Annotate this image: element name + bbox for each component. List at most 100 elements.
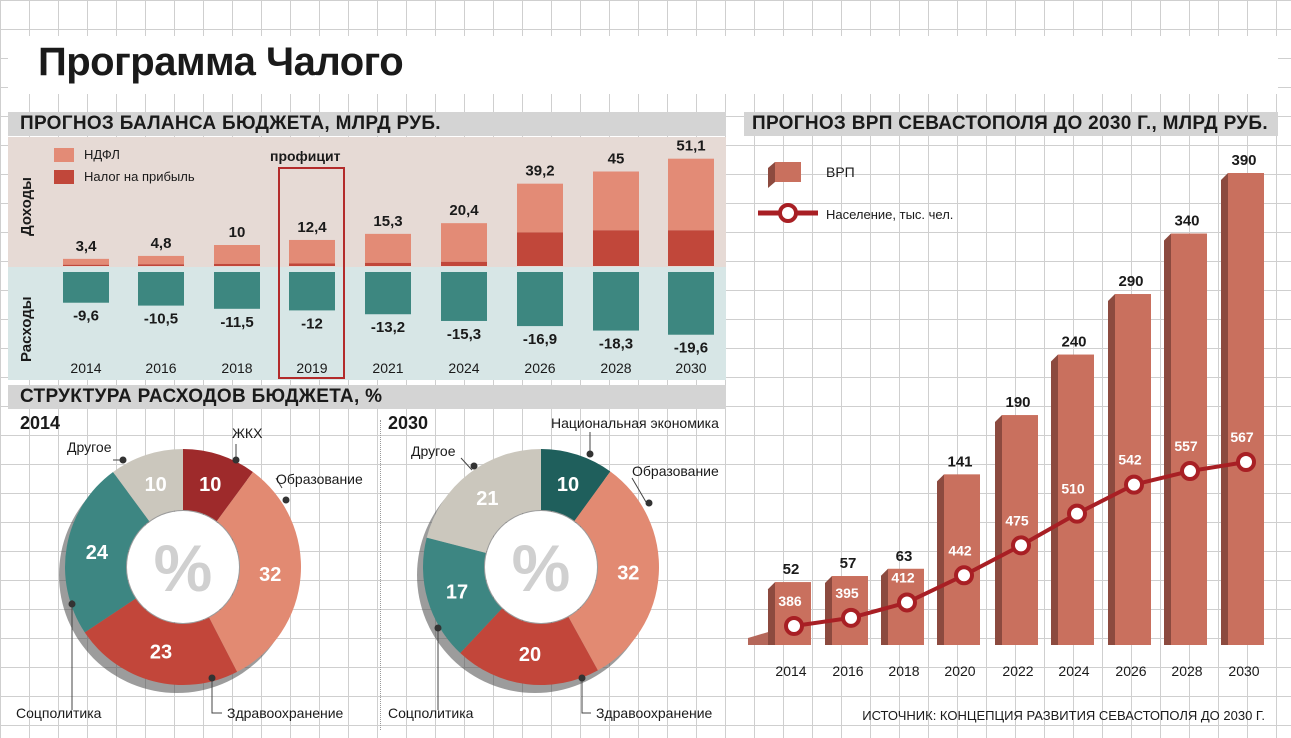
expense-value-label-2024: -15,3	[447, 326, 481, 343]
pie-value-label-2030-0: 10	[557, 474, 579, 496]
surplus-label: профицит	[270, 148, 341, 164]
income-value-label-2019: 12,4	[297, 219, 327, 236]
pie-callout-dot-3	[68, 600, 76, 608]
year-tick-label-2016: 2016	[145, 360, 176, 376]
expense-value-label-2028: -18,3	[599, 336, 633, 353]
pie-callout-dot-2	[282, 496, 290, 504]
grp-year-label-2022: 2022	[1002, 663, 1033, 679]
population-value-label-2022: 475	[1005, 512, 1029, 528]
year-tick-label-2018: 2018	[221, 360, 252, 376]
pie-value-label-2014-2: 23	[150, 642, 172, 664]
grp-year-label-2026: 2026	[1115, 663, 1146, 679]
year-tick-label-2030: 2030	[675, 360, 706, 376]
grp-value-label-2026: 290	[1118, 273, 1143, 290]
pie-callout-label-6: Национальная экономика	[551, 415, 719, 431]
page-title: Программа Чалого	[38, 40, 404, 84]
legend-ndfl-label: НДФЛ	[84, 147, 120, 162]
legend-ndfl: НДФЛ	[54, 147, 120, 162]
grp-bar-side-2022	[995, 415, 1002, 645]
grp-section-bar	[744, 112, 1278, 136]
income-value-label-2028: 45	[608, 151, 625, 168]
grp-legend-marker	[778, 203, 798, 223]
grp-bar-side-2024	[1051, 354, 1058, 645]
population-value-label-2026: 542	[1118, 452, 1142, 468]
pie-slice-2014-0	[183, 449, 253, 522]
structure-section-title: СТРУКТУРА РАСХОДОВ БЮДЖЕТА, %	[20, 386, 383, 407]
income-value-label-2016: 4,8	[151, 235, 172, 252]
grp-bar-side-2026	[1108, 294, 1115, 645]
source-note: ИСТОЧНИК: КОНЦЕПЦИЯ РАЗВИТИЯ СЕВАСТОПОЛЯ…	[862, 708, 1265, 723]
pie-slice-2014-1	[209, 471, 301, 672]
population-marker-2026	[1124, 474, 1144, 495]
income-ndfl-bar-2018	[214, 245, 260, 264]
pie-callout-label-4: Здравоохранение	[227, 705, 344, 721]
grp-legend-bar-label: ВРП	[826, 164, 855, 180]
title-box	[8, 36, 1278, 94]
population-marker-2022	[1011, 535, 1031, 556]
pie-slice-2014-2	[84, 598, 238, 685]
expense-bar-2028	[593, 272, 639, 331]
income-value-label-2024: 20,4	[449, 202, 479, 219]
pie-year-2030: 2030	[388, 413, 429, 433]
pie-callout-dot-9	[578, 674, 586, 682]
income-profit-tax-bar-2021	[365, 262, 411, 266]
pie-callout-line-7	[631, 477, 647, 503]
pie-callout-label-0: Другое	[67, 439, 112, 455]
pie-callout-label-7: Образование	[632, 463, 719, 479]
grp-bar-side-2016	[825, 576, 832, 645]
grp-value-label-2024: 240	[1061, 334, 1086, 351]
pie-slice-2030-1	[568, 471, 659, 671]
pie-slice-2030-3	[423, 537, 502, 654]
income-profit-tax-bar-2026	[517, 232, 563, 266]
income-profit-tax-bar-2018	[214, 263, 260, 266]
pie-slice-2030-4	[426, 449, 541, 553]
grp-legend-swatch	[775, 162, 801, 182]
population-value-label-2016: 395	[835, 585, 859, 601]
pie-divider	[380, 420, 381, 730]
pie-year-2014: 2014	[20, 413, 61, 433]
grp-value-label-2020: 141	[947, 453, 972, 470]
grp-year-label-2024: 2024	[1058, 663, 1089, 679]
expense-value-label-2019: -12	[301, 315, 323, 332]
grp-value-label-2016: 57	[840, 555, 857, 572]
grp-value-label-2030: 390	[1231, 152, 1256, 169]
pie-callout-dot-1	[232, 456, 240, 464]
pie-value-label-2014-4: 10	[145, 474, 167, 496]
population-marker-2024	[1067, 503, 1087, 524]
donut-hole-2030	[485, 511, 597, 623]
pie-callout-dot-5	[470, 462, 478, 470]
pie-value-label-2014-1: 32	[259, 564, 281, 586]
income-value-label-2021: 15,3	[373, 213, 402, 230]
grp-bar-2026	[1115, 294, 1151, 645]
income-profit-tax-bar-2016	[138, 264, 184, 266]
expense-bar-2016	[138, 272, 184, 306]
grp-year-label-2018: 2018	[888, 663, 919, 679]
donut-center-symbol-2014: %	[154, 531, 213, 605]
income-ndfl-bar-2016	[138, 255, 184, 265]
grp-bar-side-2030	[1221, 173, 1228, 645]
income-ndfl-bar-2021	[365, 233, 411, 263]
income-profit-tax-bar-2014	[63, 264, 109, 266]
donut-center-symbol-2030: %	[512, 531, 571, 605]
income-value-label-2018: 10	[229, 224, 246, 241]
pie-slice-2014-4	[113, 449, 183, 522]
pie-slice-2030-0	[541, 449, 611, 521]
income-ndfl-bar-2026	[517, 183, 563, 233]
budget-section-title: ПРОГНОЗ БАЛАНСА БЮДЖЕТА, МЛРД РУБ.	[20, 113, 441, 134]
income-value-label-2030: 51,1	[676, 138, 705, 155]
year-tick-label-2026: 2026	[524, 360, 555, 376]
income-profit-tax-bar-2024	[441, 261, 487, 266]
pie-callout-label-9: Здравоохранение	[596, 705, 713, 721]
income-ndfl-bar-2030	[668, 158, 714, 231]
population-marker-2018	[897, 592, 917, 613]
pie-callout-label-8: Соцполитика	[388, 705, 474, 721]
expense-bar-2014	[63, 272, 109, 303]
grp-bar-2022	[1002, 415, 1038, 645]
expense-value-label-2014: -9,6	[73, 308, 99, 325]
pie-slice-2030-2	[460, 608, 598, 685]
population-value-label-2030: 567	[1230, 429, 1254, 445]
pie-callout-line-9	[581, 678, 591, 714]
pie-value-label-2014-0: 10	[199, 474, 221, 496]
